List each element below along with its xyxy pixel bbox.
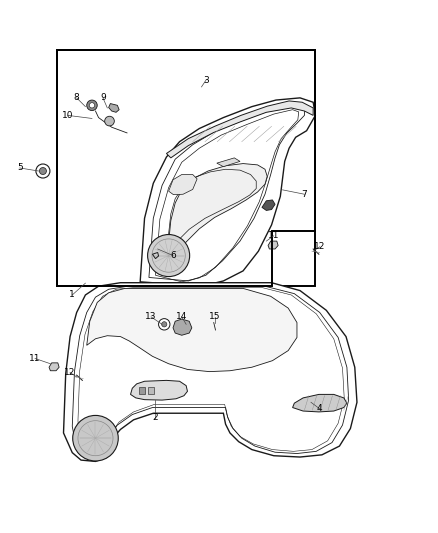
Text: 9: 9 [100, 93, 106, 102]
Text: 3: 3 [203, 76, 209, 85]
Polygon shape [262, 200, 275, 211]
Polygon shape [148, 387, 154, 394]
Text: 13: 13 [145, 312, 157, 321]
Circle shape [89, 103, 95, 108]
Circle shape [148, 235, 190, 277]
Circle shape [105, 116, 114, 126]
Text: 11: 11 [268, 231, 279, 240]
Text: 6: 6 [170, 251, 176, 260]
Polygon shape [166, 164, 267, 271]
FancyBboxPatch shape [57, 50, 315, 286]
Text: 1: 1 [69, 290, 75, 300]
Polygon shape [293, 394, 347, 412]
Text: 14: 14 [176, 312, 187, 321]
Circle shape [73, 415, 118, 461]
Polygon shape [169, 174, 197, 195]
Text: 4: 4 [317, 405, 322, 414]
Polygon shape [140, 98, 315, 286]
Circle shape [36, 164, 50, 178]
Text: 5: 5 [17, 164, 23, 173]
Polygon shape [131, 381, 187, 400]
Polygon shape [166, 101, 313, 158]
Circle shape [39, 167, 46, 174]
Text: 8: 8 [74, 93, 80, 102]
Polygon shape [109, 103, 119, 112]
Text: 2: 2 [153, 413, 158, 422]
Polygon shape [268, 241, 278, 249]
Polygon shape [49, 363, 59, 371]
Polygon shape [139, 387, 145, 394]
Polygon shape [217, 158, 240, 167]
Text: 15: 15 [209, 312, 220, 321]
Polygon shape [173, 319, 192, 335]
Circle shape [162, 322, 167, 327]
Text: 7: 7 [301, 190, 307, 199]
Text: 12: 12 [314, 243, 325, 251]
Text: 10: 10 [62, 111, 74, 120]
Polygon shape [64, 282, 357, 462]
Polygon shape [87, 288, 297, 372]
Text: 11: 11 [29, 354, 41, 363]
Text: 12: 12 [64, 368, 76, 377]
Circle shape [159, 319, 170, 330]
Circle shape [87, 100, 97, 110]
